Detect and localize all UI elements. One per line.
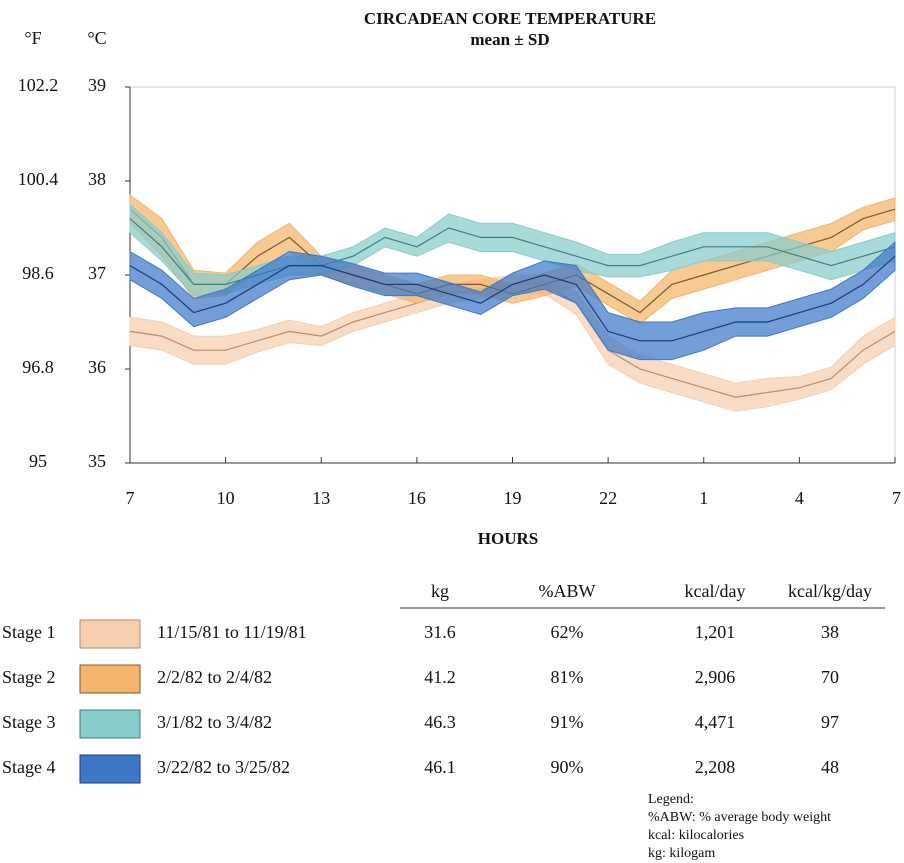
x-tick-label: 1 [699,488,708,508]
table-header: %ABW [539,581,596,601]
y2-tick-label: 100.4 [18,169,59,189]
y-tick-label: 39 [88,75,106,95]
table-cell: 38 [821,622,839,642]
x-axis-label: HOURS [478,529,538,548]
sd-band [129,274,896,412]
table-cell: 46.1 [424,757,456,777]
x-tick-label: 19 [504,488,522,508]
y2-tick-label: 95 [29,451,47,471]
note: %ABW: % average body weight [648,810,831,825]
legend-swatch [79,619,141,649]
table-cell: 91% [551,712,584,732]
table-cell: 31.6 [424,622,456,642]
chart-title: CIRCADEAN CORE TEMPERATURE [364,9,656,28]
legend-label: 11/15/81 to 11/19/81 [157,622,307,642]
y2-axis-label: °F [24,28,41,48]
legend-swatch [79,754,141,784]
table-cell: 48 [821,757,839,777]
x-tick-label: 10 [217,488,235,508]
y2-tick-label: 96.8 [22,357,54,377]
y-tick-label: 38 [88,169,106,189]
y-axis-label: °C [87,28,106,48]
table-cell: 41.2 [424,667,456,687]
y2-tick-label: 102.2 [18,75,59,95]
legend-label: 2/2/82 to 2/4/82 [157,667,272,687]
mean-line [129,255,896,342]
x-tick-label: 13 [312,488,330,508]
table-cell: 81% [551,667,584,687]
table-header: kcal/kg/day [788,581,872,601]
table-cell: 62% [551,622,584,642]
chart-subtitle: mean ± SD [470,30,549,49]
legend-label: 3/1/82 to 3/4/82 [157,712,272,732]
note: Legend: [648,792,694,807]
legend-name: Stage 3 [2,712,56,732]
table-header: kcal/day [685,581,746,601]
legend-label: 3/22/82 to 3/25/82 [157,757,290,777]
legend-name: Stage 1 [2,622,56,642]
legend-name: Stage 2 [2,667,56,687]
legend-swatch [79,709,141,739]
table-cell: 4,471 [695,712,736,732]
table-cell: 97 [821,712,839,732]
table-cell: 2,906 [695,667,736,687]
sd-band [129,240,896,361]
y-tick-label: 35 [88,451,106,471]
table-cell: 46.3 [424,712,456,732]
y-tick-label: 36 [88,357,106,377]
note: kcal: kilocalories [648,828,744,843]
table-cell: 1,201 [695,622,736,642]
y2-tick-label: 98.6 [22,263,54,283]
x-tick-label: 4 [795,488,804,508]
table-cell: 70 [821,667,839,687]
x-tick-label: 7 [892,488,901,508]
x-tick-label: 22 [599,488,617,508]
table-header: kg [431,581,449,601]
y-tick-label: 37 [88,263,106,283]
table-cell: 2,208 [695,757,736,777]
table-cell: 90% [551,757,584,777]
legend-name: Stage 4 [2,757,56,777]
note: kg: kilogam [648,846,715,861]
legend-swatch [79,664,141,694]
x-tick-label: 16 [408,488,426,508]
x-tick-label: 7 [126,488,135,508]
